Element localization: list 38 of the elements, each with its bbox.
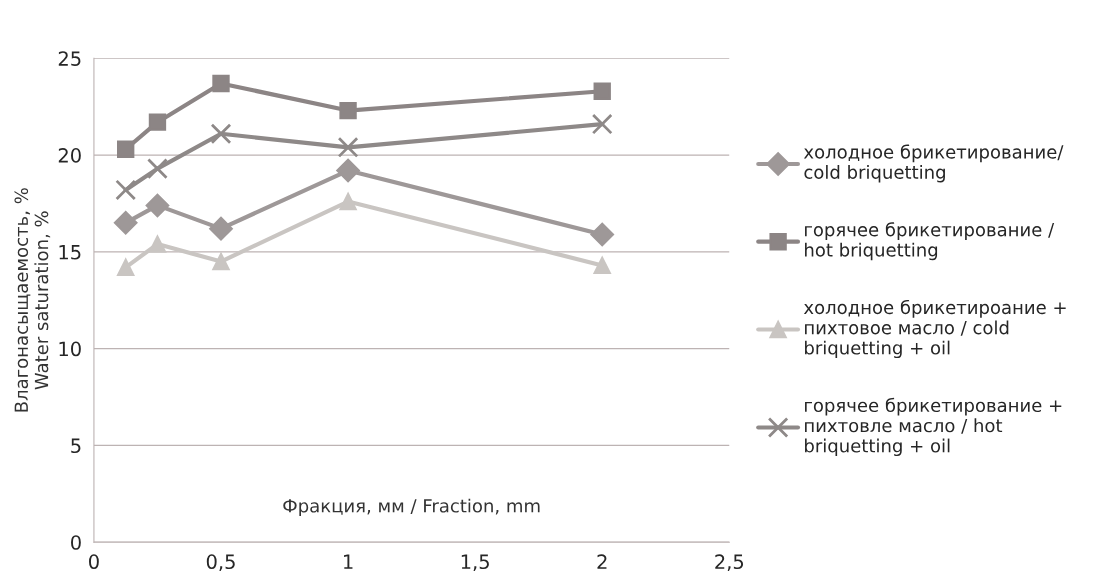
- y-tick-label: 0: [71, 535, 81, 550]
- point: [117, 258, 135, 277]
- legend-label: холодное брикетироание + пихтовое масло / cold briquetting + oil: [803, 299, 1066, 359]
- x-tick-label: 2,5: [715, 554, 744, 572]
- x-tick-label: 2: [597, 554, 607, 569]
- x-axis-title: Фракция, мм / Fraction, mm: [283, 498, 540, 517]
- x-tick-label: 1,5: [461, 554, 489, 572]
- y-tick-label: 20: [58, 148, 81, 163]
- point: [212, 74, 230, 93]
- point: [339, 101, 357, 120]
- point: [336, 158, 360, 183]
- y-tick-label: 15: [59, 245, 81, 260]
- point: [148, 235, 167, 253]
- y-tick-label: 5: [71, 438, 81, 454]
- point: [145, 193, 170, 218]
- y-axis-title: Влагонасыщаемость, % Water saturation, %: [14, 188, 51, 412]
- legend-label: холодное брикетирование/ cold briquetting: [803, 144, 1064, 183]
- point: [337, 136, 359, 158]
- point: [590, 222, 615, 247]
- x-tick-label: 1: [344, 554, 353, 569]
- point: [147, 158, 168, 180]
- point: [210, 123, 232, 145]
- point: [593, 82, 611, 100]
- point: [212, 252, 230, 271]
- legend-label: горячее брикетирование / hot briquetting: [805, 222, 1055, 261]
- point: [117, 140, 135, 158]
- y-tick-label: 10: [59, 341, 81, 357]
- legend-label: горячее брикетирование + пихтовле масло / hot briquetting + oil: [805, 397, 1062, 457]
- point: [209, 216, 233, 241]
- point: [148, 113, 167, 131]
- y-tick-label: 25: [58, 51, 81, 66]
- x-tick-label: 0,5: [206, 554, 235, 572]
- point: [591, 113, 613, 135]
- point: [593, 256, 611, 275]
- point: [113, 210, 138, 235]
- point: [115, 179, 137, 201]
- x-tick-label: 0: [89, 554, 99, 570]
- point: [339, 192, 357, 211]
